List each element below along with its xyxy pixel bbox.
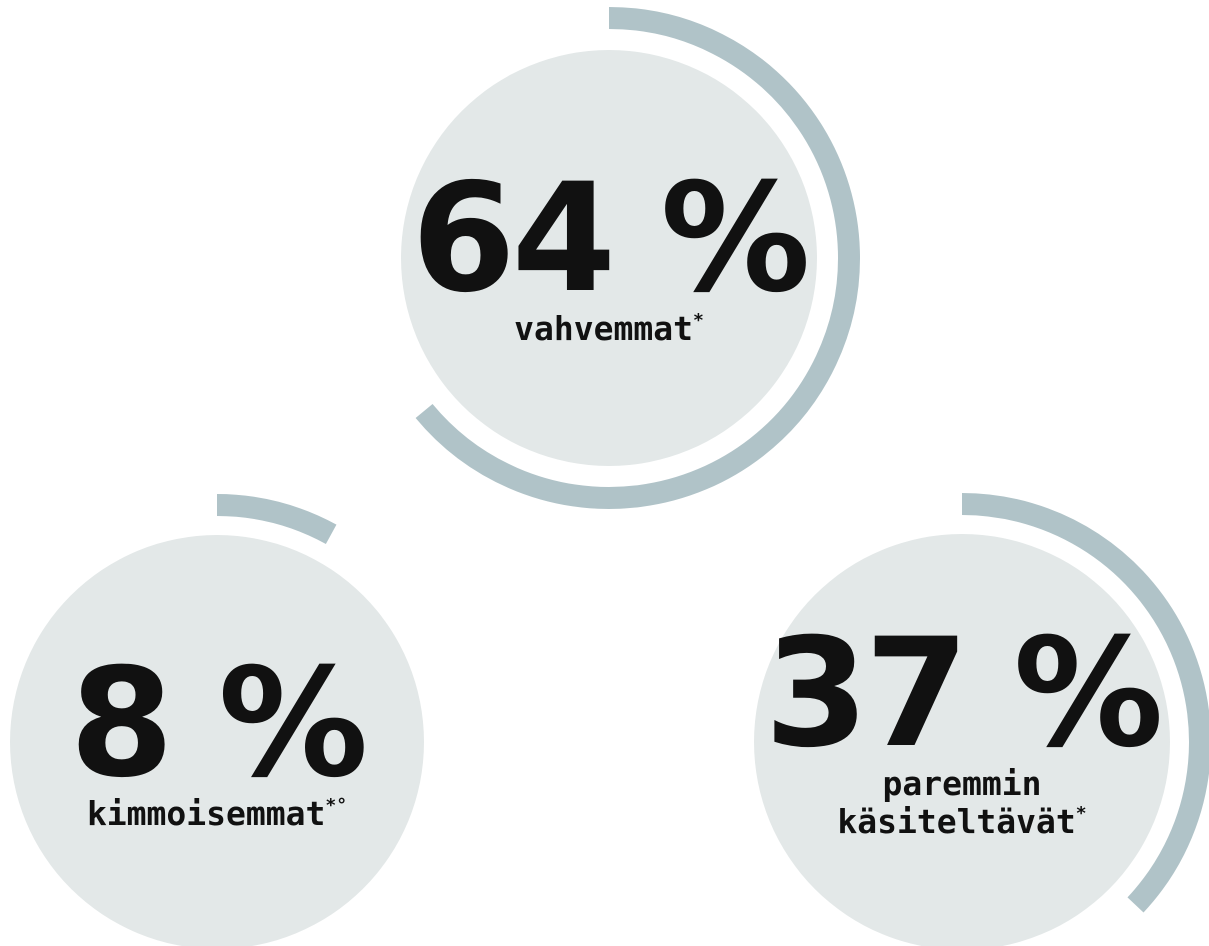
ring-background <box>401 50 817 466</box>
caption-text: paremmin <box>883 764 1042 803</box>
footnote-mark: * <box>693 310 704 331</box>
progress-arc <box>216 494 337 545</box>
stat-ring: 8 %kimmoisemmat*° <box>10 494 424 946</box>
caption: vahvemmat* <box>514 309 704 348</box>
caption-text: vahvemmat <box>514 309 693 348</box>
stat-ring: 64 %vahvemmat* <box>401 7 860 509</box>
caption-text: kimmoisemmat <box>87 794 325 833</box>
progress-arc <box>415 7 860 509</box>
caption: kimmoisemmat*° <box>87 794 347 833</box>
footnote-mark: * <box>1076 803 1087 824</box>
footnote-mark: *° <box>325 795 347 816</box>
caption: paremmin <box>883 764 1042 803</box>
caption: käsiteltävät* <box>837 802 1086 841</box>
caption-text: käsiteltävät <box>837 802 1075 841</box>
ring-background <box>10 535 424 946</box>
progress-arc <box>961 493 1209 913</box>
ring-background <box>754 534 1170 946</box>
value-label: 64 % <box>411 152 806 326</box>
value-label: 37 % <box>764 607 1159 781</box>
value-label: 8 % <box>70 637 365 811</box>
